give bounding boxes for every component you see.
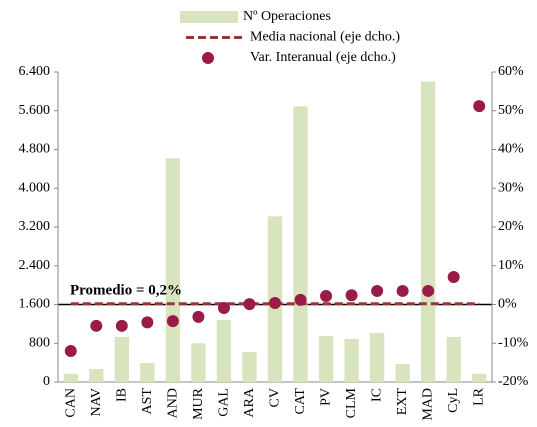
dot: [269, 296, 281, 309]
bar: [395, 364, 410, 382]
y-tick-label: 2.400: [19, 258, 51, 273]
bar: [216, 320, 232, 382]
y2-tick-label: 10%: [498, 258, 524, 273]
x-tick-label: IC: [370, 388, 385, 402]
bar: [114, 336, 129, 382]
dot: [217, 301, 230, 314]
legend-label: Var. Interanual (eje dcho.): [250, 50, 396, 65]
bar: [191, 343, 206, 382]
dot: [447, 270, 460, 283]
legend-label: Media nacional (eje dcho.): [250, 30, 400, 45]
y-tick-label: 5.600: [19, 103, 51, 118]
dot: [371, 284, 384, 297]
x-tick-label: LR: [472, 387, 487, 406]
bar: [472, 373, 487, 382]
x-tick-label: CAN: [63, 388, 78, 418]
x-tick-label: GAL: [216, 388, 231, 417]
x-tick-label: MUR: [191, 387, 206, 420]
dot: [166, 315, 179, 328]
x-tick-label: CyL: [446, 388, 461, 413]
x-tick-label: CAT: [293, 388, 308, 415]
legend-label: Nº Operaciones: [243, 9, 331, 24]
x-tick-label: MAD: [421, 388, 436, 421]
dot: [192, 310, 205, 323]
y-tick-label: 1.600: [19, 297, 51, 312]
y-tick-label: 4.000: [19, 180, 51, 195]
dot: [473, 100, 486, 113]
bar: [344, 338, 359, 382]
dot: [64, 345, 77, 357]
y2-tick-label: 40%: [498, 142, 524, 157]
dot: [422, 284, 435, 297]
y2-tick-label: 30%: [498, 180, 524, 195]
dot: [115, 319, 128, 332]
x-tick-label: PV: [319, 388, 334, 406]
dot: [90, 319, 103, 332]
y2-tick-label: -20%: [498, 374, 529, 389]
bar: [140, 363, 155, 382]
y-tick-label: 3.200: [19, 219, 51, 234]
bar: [318, 335, 334, 382]
y2-tick-label: 20%: [498, 219, 524, 234]
x-tick-label: IB: [114, 388, 129, 402]
x-tick-label: EXT: [395, 388, 410, 416]
dot: [243, 298, 256, 311]
dot: [396, 284, 409, 297]
y2-tick-label: 0%: [498, 297, 517, 312]
x-tick-label: NAV: [89, 388, 104, 417]
legend-swatch: [202, 52, 214, 64]
y2-tick-label: 50%: [498, 103, 524, 118]
y2-tick-label: 60%: [498, 64, 524, 79]
dot: [141, 316, 154, 329]
x-tick-label: CLM: [344, 387, 359, 418]
y-tick-label: 4.800: [19, 142, 51, 157]
bar: [421, 81, 436, 382]
dot: [320, 289, 333, 302]
bar: [242, 351, 257, 382]
x-tick-label: CV: [268, 388, 283, 407]
legend-swatch: [180, 11, 238, 23]
bar: [165, 158, 181, 382]
y-tick-label: 800: [29, 335, 50, 350]
bar: [369, 333, 385, 382]
x-tick-label: ARA: [242, 387, 257, 417]
bar: [446, 336, 461, 382]
dot: [294, 293, 307, 306]
y-tick-label: 6.400: [19, 64, 51, 79]
x-tick-label: AND: [165, 388, 180, 418]
x-tick-label: AST: [140, 388, 155, 415]
annotation: Promedio = 0,2%: [70, 282, 182, 298]
bar: [63, 373, 78, 382]
dot: [345, 289, 358, 302]
bar: [293, 106, 308, 382]
y-tick-label: 0: [43, 374, 50, 389]
y2-tick-label: -10%: [498, 335, 529, 350]
bar: [89, 368, 104, 382]
